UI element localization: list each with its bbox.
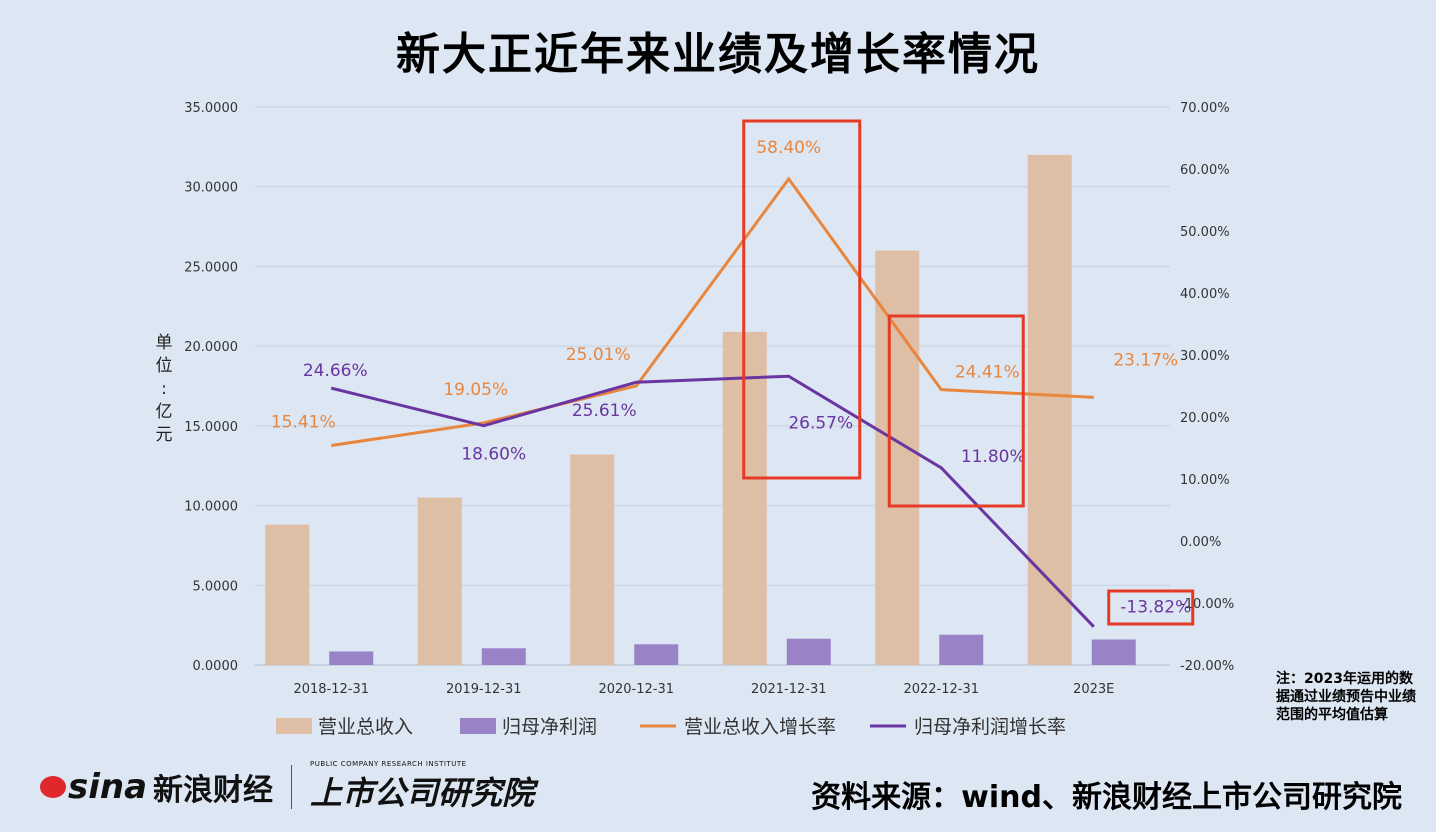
revenue-growth-label: 19.05% bbox=[443, 380, 508, 400]
y-tick-label: 25.0000 bbox=[184, 260, 238, 275]
profit-growth-label: 18.60% bbox=[461, 445, 526, 465]
x-tick-label: 2020-12-31 bbox=[598, 682, 674, 697]
unit-char: 亿 bbox=[155, 402, 173, 422]
legend-label: 归母净利润增长率 bbox=[914, 716, 1066, 738]
unit-char: : bbox=[161, 379, 167, 399]
highlight-box-2021 bbox=[742, 119, 862, 480]
y2-tick-label: 0.00% bbox=[1180, 535, 1221, 550]
y2-tick-label: -20.00% bbox=[1180, 659, 1234, 674]
unit-char: 元 bbox=[155, 425, 173, 445]
profit-bar bbox=[1091, 639, 1136, 665]
revenue-growth-label: 15.41% bbox=[271, 412, 336, 432]
y2-tick-label: 10.00% bbox=[1180, 473, 1230, 488]
y2-tick-label: 30.00% bbox=[1180, 349, 1230, 364]
revenue-growth-label: 25.01% bbox=[566, 345, 631, 365]
profit-growth-line bbox=[330, 374, 1095, 628]
sina-logo-text: sina bbox=[68, 767, 148, 807]
profit-growth-label: 11.80% bbox=[961, 447, 1026, 467]
institute-chinese: 上市公司研究院 bbox=[310, 774, 535, 812]
y2-tick-label: 70.00% bbox=[1180, 101, 1230, 116]
x-tick-label: 2022-12-31 bbox=[903, 682, 979, 697]
revenue-bar bbox=[570, 454, 615, 665]
x-tick-label: 2021-12-31 bbox=[751, 682, 827, 697]
profit-growth-label: 24.66% bbox=[303, 361, 368, 381]
source-text: 资料来源：wind、新浪财经上市公司研究院 bbox=[811, 780, 1402, 815]
profit-bar bbox=[634, 644, 679, 665]
logo-group: sina 新浪财经 PUBLIC COMPANY RESEARCH INSTIT… bbox=[40, 760, 534, 814]
legend-swatch bbox=[276, 718, 312, 734]
legend-label: 营业总收入 bbox=[318, 716, 413, 738]
revenue-bar bbox=[1027, 154, 1072, 666]
revenue-growth-label: 24.41% bbox=[955, 363, 1020, 383]
profit-growth-label: 25.61% bbox=[572, 401, 637, 421]
profit-bar bbox=[939, 634, 984, 665]
revenue-bar bbox=[417, 497, 462, 665]
profit-bar bbox=[481, 648, 526, 665]
chart-title: 新大正近年来业绩及增长率情况 bbox=[396, 29, 1040, 80]
profit-growth-label: -13.82% bbox=[1120, 598, 1191, 618]
highlight-box-2023 bbox=[1107, 589, 1195, 626]
sina-finance-text: 新浪财经 bbox=[153, 773, 274, 808]
profit-bar bbox=[786, 638, 831, 665]
sina-eye-icon bbox=[40, 776, 66, 798]
y-tick-label: 30.0000 bbox=[184, 181, 238, 196]
y2-tick-label: 50.00% bbox=[1180, 225, 1230, 240]
unit-char: 单 bbox=[155, 333, 173, 353]
revenue-growth-label: 23.17% bbox=[1113, 350, 1178, 370]
y2-tick-label: 60.00% bbox=[1180, 163, 1230, 178]
y-tick-label: 15.0000 bbox=[184, 420, 238, 435]
y-tick-label: 20.0000 bbox=[184, 340, 238, 355]
footnote: 注：2023年运用的数据通过业绩预告中业绩范围的平均值估算 bbox=[1276, 671, 1416, 723]
y-tick-label: 10.0000 bbox=[184, 500, 238, 515]
institute-english: PUBLIC COMPANY RESEARCH INSTITUTE bbox=[310, 760, 467, 768]
revenue-growth-label: 58.40% bbox=[756, 138, 821, 158]
legend-label: 归母净利润 bbox=[502, 716, 597, 738]
unit-char: 位 bbox=[155, 356, 173, 376]
y2-tick-label: 20.00% bbox=[1180, 411, 1230, 426]
revenue-bar bbox=[265, 524, 310, 665]
y-axis-unit-label: 单 位 : 亿 元 bbox=[154, 332, 174, 447]
x-tick-label: 2023E bbox=[1073, 682, 1114, 697]
revenue-growth-line bbox=[331, 176, 1094, 447]
legend-swatch bbox=[460, 718, 496, 734]
x-tick-label: 2019-12-31 bbox=[446, 682, 522, 697]
highlight-box-2022 bbox=[887, 314, 1025, 508]
profit-growth-label: 26.57% bbox=[788, 413, 853, 433]
revenue-bar bbox=[875, 250, 920, 665]
legend-label: 营业总收入增长率 bbox=[684, 716, 836, 738]
logo-divider bbox=[291, 765, 293, 809]
y2-tick-label: 40.00% bbox=[1180, 287, 1230, 302]
y-tick-label: 35.0000 bbox=[184, 101, 238, 116]
institute-logo: PUBLIC COMPANY RESEARCH INSTITUTE 上市公司研究… bbox=[310, 760, 534, 814]
profit-bar bbox=[329, 651, 374, 665]
y-tick-label: 0.0000 bbox=[193, 659, 239, 674]
y-tick-label: 5.0000 bbox=[193, 579, 239, 594]
x-tick-label: 2018-12-31 bbox=[293, 682, 369, 697]
